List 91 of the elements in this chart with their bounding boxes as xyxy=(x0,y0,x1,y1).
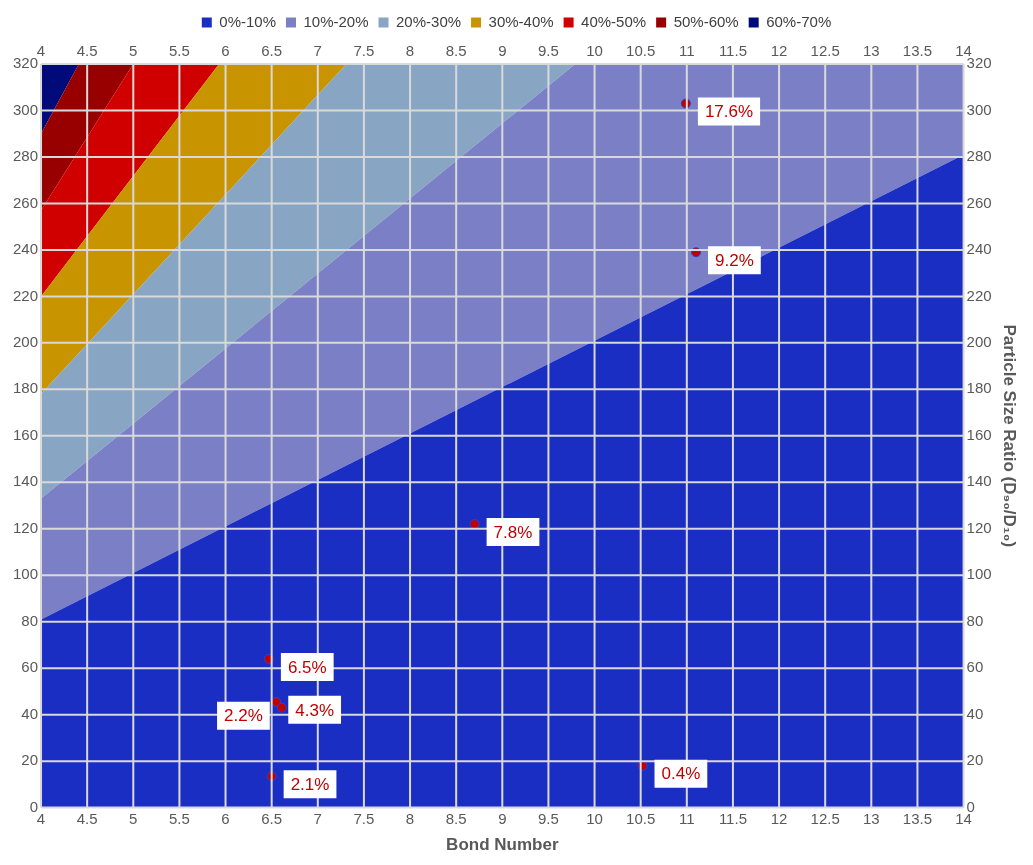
y-tick-label: 100 xyxy=(13,565,39,583)
x-tick-label: 5 xyxy=(129,809,138,827)
x-tick-label: 7 xyxy=(313,809,322,827)
x-tick-label: 12 xyxy=(770,809,788,827)
annotation: 9.2% xyxy=(715,250,754,270)
x-axis-title: Bond Number xyxy=(446,835,559,855)
legend-label: 10%-20% xyxy=(303,12,369,30)
x2-tick-label: 13 xyxy=(862,42,880,60)
x-tick-label: 9.5 xyxy=(538,809,559,827)
legend-label: 60%-70% xyxy=(766,12,832,30)
annotation: 17.6% xyxy=(704,102,754,122)
x2-tick-label: 10.5 xyxy=(626,42,656,60)
x2-tick-label: 7 xyxy=(313,42,322,60)
x-tick-label: 5.5 xyxy=(168,809,190,827)
x-tick-label: 12.5 xyxy=(810,809,840,827)
x-tick-label: 10 xyxy=(586,809,603,827)
x2-tick-label: 10 xyxy=(586,42,603,60)
x-tick-label: 8.5 xyxy=(445,809,467,827)
annotation: 6.5% xyxy=(287,657,327,677)
y-tick-label: 180 xyxy=(13,379,39,397)
x2-tick-label: 9 xyxy=(498,42,507,60)
point xyxy=(276,702,287,713)
y-tick-label: 280 xyxy=(13,147,39,165)
x-tick-label: 6.5 xyxy=(261,809,283,827)
y2-tick-label: 240 xyxy=(966,240,992,258)
x-tick-label: 6 xyxy=(221,809,230,827)
x-tick-label: 11.5 xyxy=(718,809,747,827)
x-tick-label: 4 xyxy=(36,809,46,827)
x2-tick-label: 5 xyxy=(129,42,138,60)
y2-tick-label: 20 xyxy=(966,751,984,769)
x2-tick-label: 6.5 xyxy=(261,42,283,60)
y2-tick-label: 180 xyxy=(966,379,992,397)
legend-label: 40%-50% xyxy=(581,12,647,30)
y-tick-label: 320 xyxy=(13,54,39,72)
x-tick-label: 9 xyxy=(498,809,507,827)
y2-tick-label: 40 xyxy=(966,704,984,722)
y2-tick-label: 300 xyxy=(966,100,992,118)
x-tick-label: 13.5 xyxy=(902,809,933,827)
y-tick-label: 240 xyxy=(13,240,39,258)
x2-tick-label: 11.5 xyxy=(718,42,747,60)
y-tick-label: 120 xyxy=(13,518,39,536)
x-tick-label: 11 xyxy=(679,809,695,827)
y-tick-label: 160 xyxy=(13,425,39,443)
y2-axis-title: Particle Size Ratio (D₉₀/D₁₀) xyxy=(1000,324,1020,548)
y2-tick-label: 80 xyxy=(966,611,984,629)
y2-tick-label: 120 xyxy=(966,518,992,536)
y2-tick-label: 160 xyxy=(966,425,992,443)
y2-tick-label: 140 xyxy=(966,472,992,490)
x2-tick-label: 8 xyxy=(405,42,415,60)
y-tick-label: 200 xyxy=(13,332,39,350)
x2-tick-label: 7.5 xyxy=(353,42,375,60)
x-tick-label: 7.5 xyxy=(353,809,375,827)
legend-label: 30%-40% xyxy=(488,12,554,30)
x-tick-label: 8 xyxy=(405,809,415,827)
x2-tick-label: 8.5 xyxy=(445,42,467,60)
y-tick-label: 300 xyxy=(13,100,39,118)
annotation: 7.8% xyxy=(493,522,533,542)
y-tick-label: 80 xyxy=(21,611,39,629)
y2-tick-label: 280 xyxy=(966,147,992,165)
x-tick-label: 4.5 xyxy=(76,809,98,827)
y2-tick-label: 260 xyxy=(966,193,992,211)
y-tick-label: 60 xyxy=(21,658,39,676)
x-tick-label: 13 xyxy=(862,809,880,827)
y-tick-label: 0 xyxy=(29,797,39,815)
x2-tick-label: 12 xyxy=(770,42,788,60)
y2-tick-label: 220 xyxy=(966,286,992,304)
x2-tick-label: 5.5 xyxy=(168,42,190,60)
x2-tick-label: 4.5 xyxy=(76,42,98,60)
x2-tick-label: 12.5 xyxy=(810,42,840,60)
x-tick-label: 10.5 xyxy=(626,809,656,827)
y-tick-label: 220 xyxy=(13,286,39,304)
y-tick-label: 40 xyxy=(21,704,39,722)
x2-tick-label: 11 xyxy=(679,42,695,60)
y2-tick-label: 0 xyxy=(966,797,975,815)
legend-label: 20%-30% xyxy=(396,12,462,30)
legend-label: 0%-10% xyxy=(219,12,276,30)
y-tick-label: 260 xyxy=(13,193,39,211)
x2-tick-label: 6 xyxy=(221,42,230,60)
annotation: 2.2% xyxy=(224,706,263,726)
x2-tick-label: 9.5 xyxy=(538,42,559,60)
annotation: 0.4% xyxy=(661,764,701,784)
y-tick-label: 20 xyxy=(21,751,39,769)
y2-tick-label: 200 xyxy=(966,332,992,350)
x2-tick-label: 13.5 xyxy=(902,42,933,60)
y-tick-label: 140 xyxy=(13,472,39,490)
legend-label: 50%-60% xyxy=(673,12,739,30)
annotation: 2.1% xyxy=(290,774,330,794)
x2-tick-label: 4 xyxy=(36,42,46,60)
y2-tick-label: 60 xyxy=(966,658,984,676)
y2-tick-label: 100 xyxy=(966,565,992,583)
annotation: 4.3% xyxy=(295,700,335,720)
